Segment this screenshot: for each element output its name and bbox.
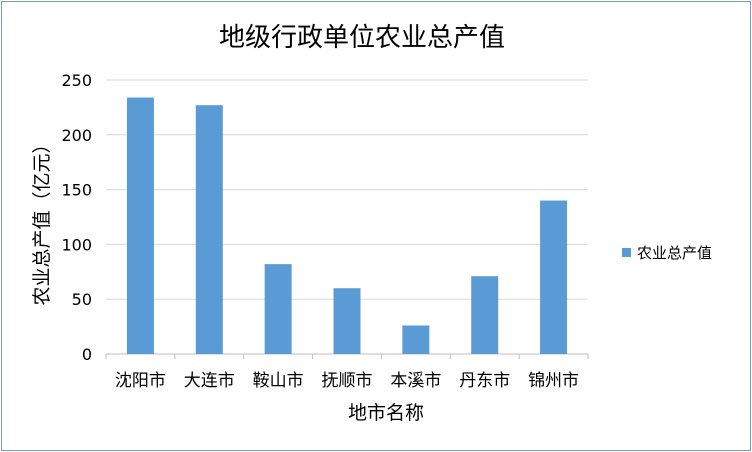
- bar: [402, 325, 430, 354]
- bar: [333, 288, 361, 354]
- chart-title: 地级行政单位农业总产值: [219, 23, 505, 53]
- bar: [126, 97, 154, 354]
- bar: [195, 105, 223, 354]
- bar: [540, 200, 568, 354]
- legend: 农业总产值: [622, 244, 712, 262]
- y-tick-label: 50: [72, 290, 92, 309]
- x-tick-label: 抚顺市: [322, 371, 373, 391]
- bar: [264, 264, 292, 354]
- x-tick-label: 大连市: [184, 371, 235, 391]
- y-axis-label: 农业总产值（亿元）: [31, 134, 53, 305]
- legend-label: 农业总产值: [637, 244, 712, 262]
- gridlines: [105, 79, 589, 359]
- x-tick-label: 锦州市: [528, 371, 579, 391]
- y-tick-label: 100: [61, 235, 92, 254]
- x-tick-labels: 沈阳市 大连市 鞍山市 抚顺市 本溪市 丹东市 锦州市: [115, 371, 579, 391]
- y-tick-label: 150: [61, 181, 92, 200]
- y-tick-label: 0: [82, 345, 92, 364]
- y-tick-label: 200: [61, 126, 92, 145]
- x-tick-label: 鞍山市: [253, 371, 304, 391]
- y-tick-labels: 0 50 100 150 200 250: [61, 71, 92, 364]
- y-tick-label: 250: [61, 71, 92, 90]
- x-axis-label: 地市名称: [348, 402, 424, 424]
- x-tick-label: 本溪市: [390, 371, 441, 391]
- x-tick-label: 丹东市: [459, 371, 510, 391]
- x-tick-label: 沈阳市: [115, 371, 166, 391]
- bars: [126, 97, 568, 354]
- bar: [471, 276, 499, 354]
- legend-swatch: [622, 248, 631, 257]
